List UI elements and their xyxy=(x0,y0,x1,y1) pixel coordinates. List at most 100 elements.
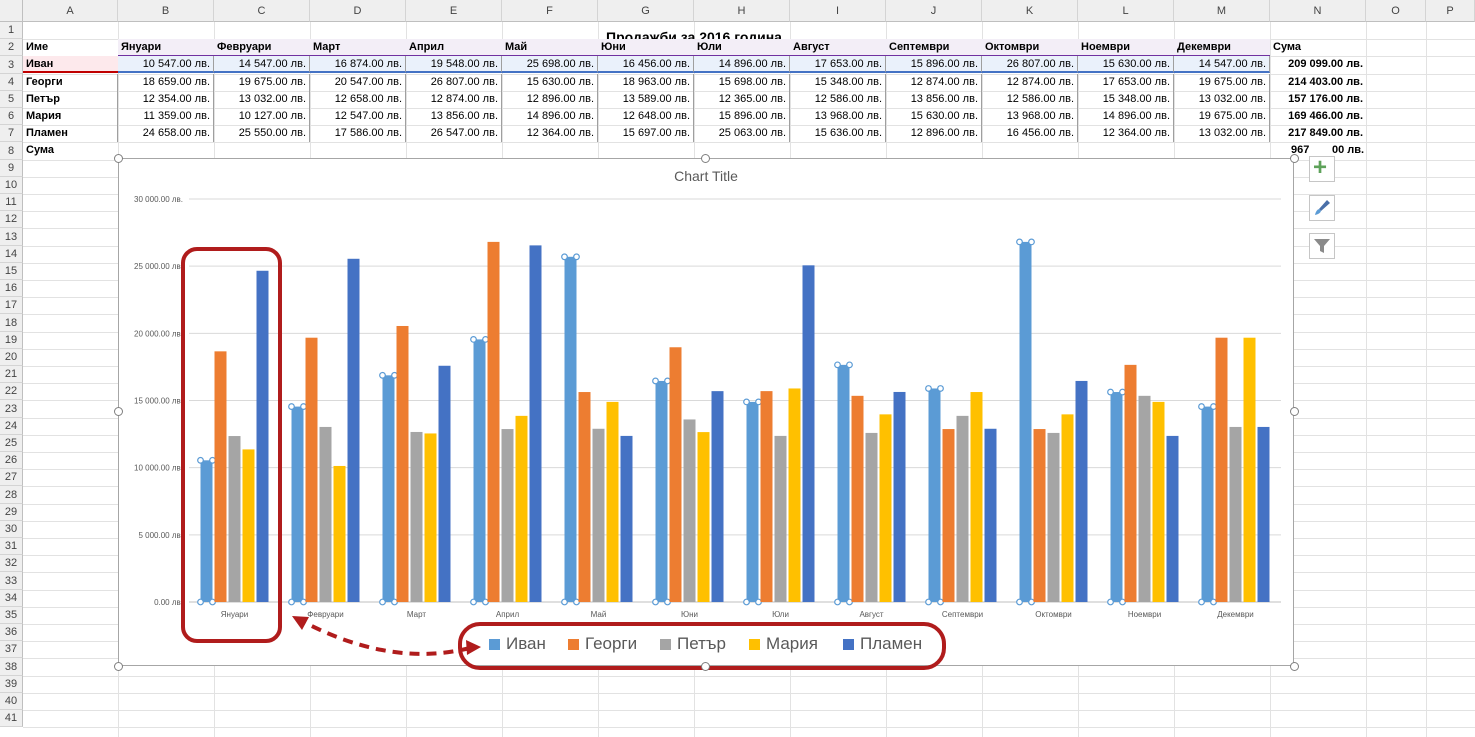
value-cell[interactable]: 12 658.00 лв. xyxy=(310,91,406,108)
selection-handle[interactable] xyxy=(937,385,944,392)
value-cell[interactable]: 12 364.00 лв. xyxy=(502,125,598,142)
row-name-cell[interactable]: Мария xyxy=(23,108,118,125)
selection-handle[interactable] xyxy=(300,598,307,606)
selection-handle[interactable] xyxy=(391,598,398,606)
value-cell[interactable]: 12 648.00 лв. xyxy=(598,108,694,125)
column-header-k[interactable]: K xyxy=(982,0,1078,22)
selection-handle[interactable] xyxy=(834,361,841,369)
value-cell[interactable]: 13 968.00 лв. xyxy=(790,108,886,125)
row-header-24[interactable]: 24 xyxy=(0,418,23,435)
row-sum-cell[interactable]: 157 176.00 лв. xyxy=(1288,93,1363,105)
value-cell[interactable]: 13 589.00 лв. xyxy=(598,91,694,108)
bar-3-8[interactable] xyxy=(865,432,878,602)
selection-handle[interactable] xyxy=(1119,388,1126,396)
selection-handle[interactable] xyxy=(652,377,659,385)
legend-item[interactable]: Пламен xyxy=(843,634,922,654)
bar-2-9[interactable] xyxy=(942,429,955,602)
bar-4-4[interactable] xyxy=(515,415,528,602)
row-header-34[interactable]: 34 xyxy=(0,590,23,607)
header-month-cell[interactable]: Ноември xyxy=(1078,39,1174,56)
bar-5-1[interactable] xyxy=(256,270,269,602)
chart-resize-handle[interactable] xyxy=(1290,407,1299,416)
bar-5-2[interactable] xyxy=(347,258,360,602)
row-header-32[interactable]: 32 xyxy=(0,555,23,572)
row-header-18[interactable]: 18 xyxy=(0,314,23,332)
header-month-cell[interactable]: Септември xyxy=(886,39,982,56)
value-cell[interactable]: 14 896.00 лв. xyxy=(1078,108,1174,125)
bar-4-5[interactable] xyxy=(606,401,619,602)
column-header-i[interactable]: I xyxy=(790,0,886,22)
bar-5-12[interactable] xyxy=(1257,426,1270,602)
value-cell[interactable]: 13 856.00 лв. xyxy=(886,91,982,108)
chart-styles-button[interactable] xyxy=(1309,195,1335,221)
bar-3-2[interactable] xyxy=(319,426,332,602)
value-cell[interactable]: 12 586.00 лв. xyxy=(982,91,1078,108)
bar-4-9[interactable] xyxy=(970,392,983,602)
row-header-26[interactable]: 26 xyxy=(0,452,23,469)
bar-2-5[interactable] xyxy=(578,392,591,602)
column-header-a[interactable]: A xyxy=(23,0,118,22)
selection-handle[interactable] xyxy=(482,598,489,606)
chart-resize-handle[interactable] xyxy=(701,154,710,163)
row-header-37[interactable]: 37 xyxy=(0,641,23,658)
header-month-cell[interactable]: Август xyxy=(790,39,886,56)
selection-handle[interactable] xyxy=(1107,598,1114,606)
bar-1-2[interactable] xyxy=(291,406,304,602)
row-header-13[interactable]: 13 xyxy=(0,228,23,246)
selection-handle[interactable] xyxy=(1119,598,1126,606)
selection-handle[interactable] xyxy=(834,598,841,606)
bar-2-11[interactable] xyxy=(1124,364,1137,602)
bar-2-3[interactable] xyxy=(396,325,409,602)
chart-area[interactable]: Chart Title 0.00 лв. 5 000.00 лв. 10 000.0… xyxy=(118,158,1294,666)
value-cell[interactable]: 17 653.00 лв. xyxy=(1078,74,1174,91)
selection-handle[interactable] xyxy=(1028,238,1035,246)
row-header-27[interactable]: 27 xyxy=(0,469,23,486)
selection-handle[interactable] xyxy=(846,598,853,606)
bar-2-12[interactable] xyxy=(1215,337,1228,602)
chart-resize-handle[interactable] xyxy=(114,407,123,416)
value-cell[interactable]: 17 586.00 лв. xyxy=(310,125,406,142)
value-cell[interactable]: 10 127.00 лв. xyxy=(214,108,310,125)
bar-3-11[interactable] xyxy=(1138,395,1151,602)
bar-5-8[interactable] xyxy=(893,391,906,602)
bar-3-4[interactable] xyxy=(501,429,514,602)
value-cell[interactable]: 11 359.00 лв. xyxy=(118,108,214,125)
bar-5-10[interactable] xyxy=(1075,380,1088,602)
legend-item[interactable]: Георги xyxy=(568,634,637,654)
column-header-l[interactable]: L xyxy=(1078,0,1174,22)
value-cell[interactable]: 25 550.00 лв. xyxy=(214,125,310,142)
row-header-30[interactable]: 30 xyxy=(0,521,23,538)
value-cell[interactable]: 12 365.00 лв. xyxy=(694,91,790,108)
value-cell[interactable]: 19 675.00 лв. xyxy=(1174,74,1270,91)
selection-handle[interactable] xyxy=(1210,598,1217,606)
legend-item[interactable]: Иван xyxy=(489,634,546,654)
column-header-c[interactable]: C xyxy=(214,0,310,22)
bar-1-1[interactable] xyxy=(200,460,213,602)
selection-handle[interactable] xyxy=(300,403,307,410)
bar-1-8[interactable] xyxy=(837,364,850,602)
selection-handle[interactable] xyxy=(925,385,932,392)
row-header-36[interactable]: 36 xyxy=(0,624,23,641)
value-cell[interactable]: 15 896.00 лв. xyxy=(886,56,982,73)
row-header-11[interactable]: 11 xyxy=(0,194,23,211)
selection-handle[interactable] xyxy=(482,336,489,343)
header-month-cell[interactable]: Март xyxy=(310,39,406,56)
value-cell[interactable]: 15 630.00 лв. xyxy=(502,74,598,91)
bar-4-8[interactable] xyxy=(879,414,892,602)
row-header-40[interactable]: 40 xyxy=(0,693,23,710)
column-header-m[interactable]: M xyxy=(1174,0,1270,22)
selection-handle[interactable] xyxy=(379,598,386,606)
row-sum-cell[interactable]: 209 099.00 лв. xyxy=(1288,58,1363,70)
value-cell[interactable]: 14 547.00 лв. xyxy=(214,56,310,73)
row-header-9[interactable]: 9 xyxy=(0,160,23,177)
value-cell[interactable]: 13 032.00 лв. xyxy=(1174,91,1270,108)
value-cell[interactable]: 13 856.00 лв. xyxy=(406,108,502,125)
row-header-33[interactable]: 33 xyxy=(0,572,23,590)
selection-handle[interactable] xyxy=(209,598,216,606)
selection-handle[interactable] xyxy=(379,371,386,379)
row-header-2[interactable]: 2 xyxy=(0,39,23,56)
bar-5-4[interactable] xyxy=(529,245,542,602)
selection-handle[interactable] xyxy=(1198,598,1205,606)
row-header-20[interactable]: 20 xyxy=(0,349,23,366)
value-cell[interactable]: 16 456.00 лв. xyxy=(982,125,1078,142)
